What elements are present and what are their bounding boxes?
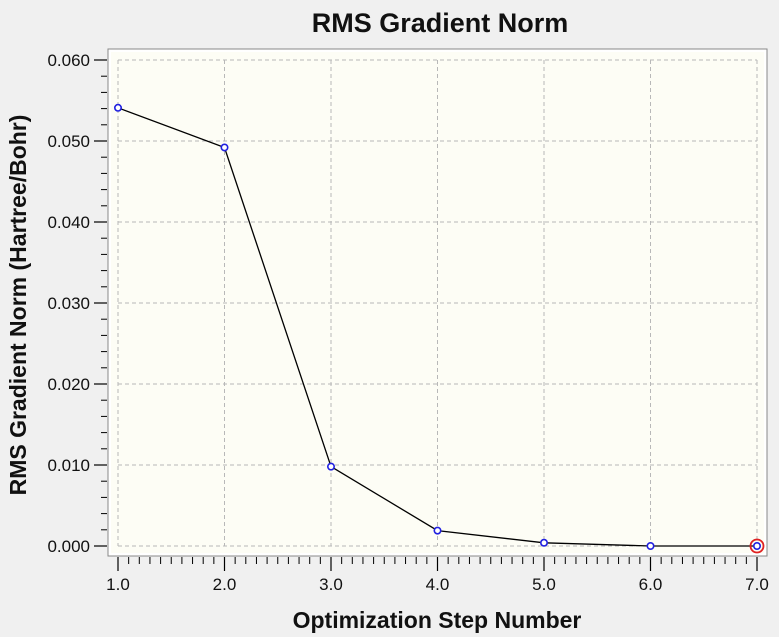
y-tick-label: 0.020	[47, 375, 90, 394]
x-tick-label: 2.0	[213, 575, 237, 594]
x-tick-label: 3.0	[319, 575, 343, 594]
data-point	[220, 143, 229, 152]
x-tick-label: 7.0	[745, 575, 769, 594]
y-tick-label: 0.060	[47, 51, 90, 70]
x-tick-label: 6.0	[639, 575, 663, 594]
y-tick-label: 0.050	[47, 132, 90, 151]
y-tick-label: 0.010	[47, 456, 90, 475]
x-tick-label: 4.0	[426, 575, 450, 594]
current-point-highlight	[749, 538, 765, 554]
data-point	[326, 462, 335, 471]
y-tick-label: 0.000	[47, 537, 90, 556]
y-axis-label: RMS Gradient Norm (Hartree/Bohr)	[5, 115, 31, 496]
y-tick-label: 0.040	[47, 213, 90, 232]
x-tick-label: 5.0	[532, 575, 556, 594]
data-point	[752, 541, 761, 550]
data-markers	[114, 103, 765, 554]
data-point	[433, 526, 442, 535]
data-point	[539, 538, 548, 547]
data-point	[646, 541, 655, 550]
y-tick-label: 0.030	[47, 294, 90, 313]
x-tick-label: 1.0	[106, 575, 130, 594]
axes: 1.0 2.0 3.0 4.0 5.0 6.0 7.0 0.000 0.010 0.020 0.03…	[47, 51, 768, 594]
data-point	[114, 103, 123, 112]
x-axis-label: Optimization Step Number	[293, 607, 582, 633]
chart-title: RMS Gradient Norm	[312, 8, 569, 38]
